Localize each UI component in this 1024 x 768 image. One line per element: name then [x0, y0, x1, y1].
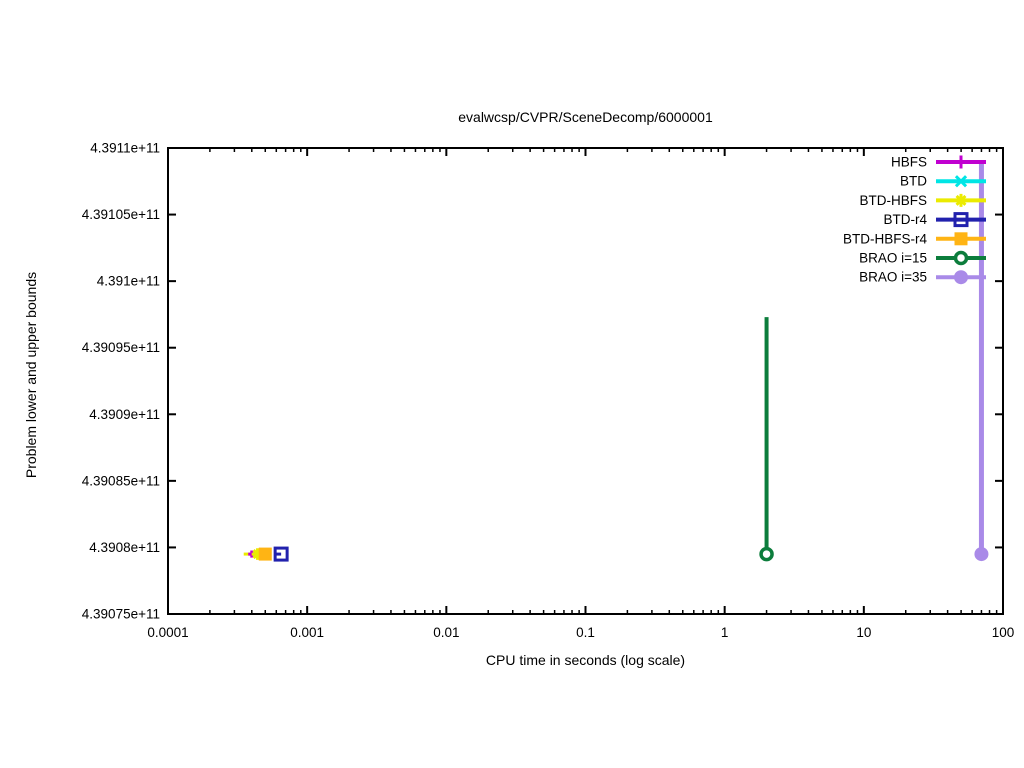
series-points-brao-i-35 — [974, 547, 989, 562]
plus-marker — [954, 155, 968, 169]
legend-label: BTD-r4 — [884, 212, 928, 227]
series-points-btd-hbfs-r4 — [258, 547, 272, 561]
y-tick-label: 4.39105e+11 — [82, 207, 160, 222]
x-axis-label: CPU time in seconds (log scale) — [485, 652, 686, 668]
legend-entry-btd: BTD — [900, 174, 986, 189]
x-tick-label: 0.001 — [290, 625, 324, 640]
legend-entry-hbfs: HBFS — [891, 155, 986, 170]
plot-border — [167, 147, 1004, 615]
circle-filled-marker — [974, 547, 989, 562]
y-tick-label: 4.3911e+11 — [90, 141, 160, 156]
circle-filled-marker — [954, 270, 968, 285]
legend-entry-btd-hbfs: BTD-HBFS — [860, 193, 986, 208]
y-tick-label: 4.391e+11 — [97, 274, 160, 289]
legend-label: BTD-HBFS — [860, 193, 928, 208]
legend-label: BRAO i=15 — [859, 251, 927, 266]
x-tick-label: 10 — [856, 625, 871, 640]
square-open-marker — [273, 546, 289, 562]
square-filled-marker — [954, 232, 968, 246]
legend-label: BRAO i=35 — [859, 270, 927, 285]
x-marker — [954, 175, 968, 188]
x-tick-label: 0.01 — [433, 625, 459, 640]
x-tick-label: 1 — [721, 625, 729, 640]
y-axis-label: Problem lower and upper bounds — [23, 271, 39, 479]
legend-entry-brao-i-35: BRAO i=35 — [859, 270, 986, 285]
chart-title: evalwcsp/CVPR/SceneDecomp/6000001 — [458, 109, 713, 125]
y-axis-ticks: 4.39075e+11 4.3908e+11 4.39085e+11 4.3909e+… — [82, 141, 1003, 622]
asterisk-marker — [955, 194, 967, 206]
legend-entry-btd-r4: BTD-r4 — [884, 212, 986, 228]
y-tick-label: 4.39085e+11 — [82, 473, 160, 488]
legend-label: BTD-HBFS-r4 — [843, 231, 927, 246]
circle-open-marker — [953, 250, 969, 266]
legend-entry-brao-i-15: BRAO i=15 — [859, 251, 986, 266]
y-tick-label: 4.3909e+11 — [89, 407, 160, 422]
legend-label: HBFS — [891, 155, 927, 170]
x-tick-label: 0.1 — [576, 625, 595, 640]
square-filled-marker — [258, 547, 272, 561]
square-open-marker — [953, 212, 969, 228]
legend-label: BTD — [900, 174, 927, 189]
series-points-btd-r4 — [273, 546, 289, 562]
x-axis-ticks: 0.0001 0.001 0.01 0.1 1 10 100 — [147, 148, 1014, 640]
y-tick-label: 4.3908e+11 — [89, 540, 160, 555]
x-tick-label: 0.0001 — [147, 625, 188, 640]
y-tick-label: 4.39095e+11 — [82, 340, 160, 355]
x-tick-label: 100 — [992, 625, 1015, 640]
series-points-brao-i-15 — [759, 546, 774, 562]
legend: HBFS BTD BTD-HBFS BTD-r4 BTD-HBFS-r4 BRAO i=1… — [843, 155, 986, 285]
circle-open-marker — [759, 546, 774, 562]
legend-entry-btd-hbfs-r4: BTD-HBFS-r4 — [843, 231, 986, 246]
y-tick-label: 4.39075e+11 — [82, 607, 160, 622]
